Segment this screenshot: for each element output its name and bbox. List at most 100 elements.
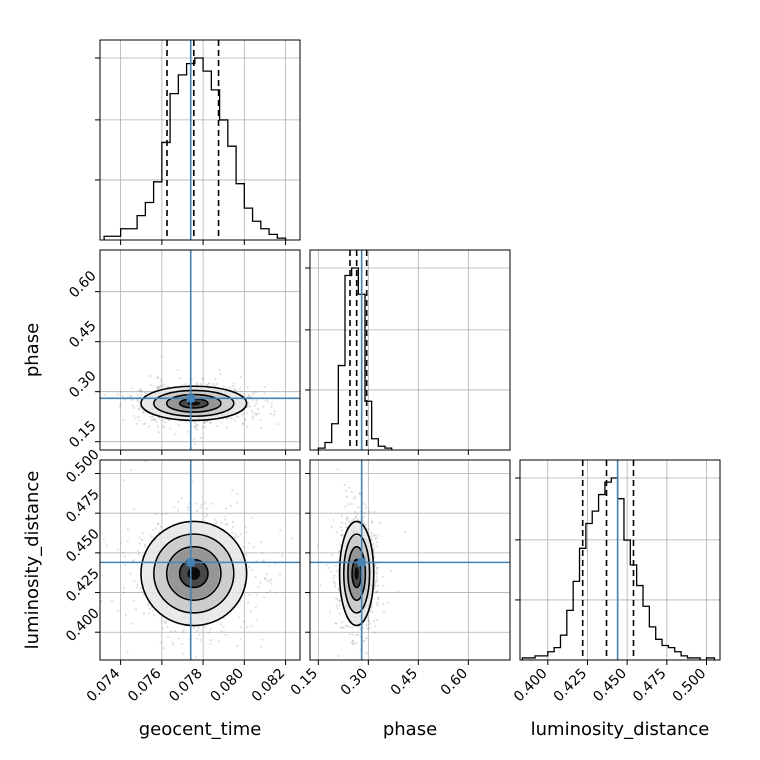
- sample-point: [344, 489, 348, 492]
- sample-point: [244, 525, 247, 528]
- sample-point: [330, 525, 333, 528]
- sample-point: [373, 631, 376, 634]
- sample-point: [268, 579, 271, 582]
- sample-point: [151, 609, 155, 612]
- sample-point: [215, 382, 218, 386]
- sample-point: [153, 418, 156, 422]
- sample-point: [252, 546, 255, 549]
- sample-point: [372, 619, 375, 623]
- sample-point: [132, 599, 135, 602]
- sample-point: [253, 390, 256, 394]
- sample-point: [374, 625, 377, 628]
- x-tick-label-geocent_time: 0.076: [125, 665, 165, 705]
- sample-point: [368, 623, 372, 626]
- sample-point: [164, 621, 167, 625]
- sample-point: [266, 400, 269, 403]
- sample-point: [141, 539, 144, 542]
- sample-point: [110, 599, 114, 602]
- grid-lines: [520, 460, 720, 660]
- y-tick-label-luminosity_distance: 0.500: [63, 447, 103, 487]
- sample-point: [270, 406, 273, 409]
- y-tick-label-phase: 0.60: [66, 268, 99, 301]
- sample-point: [222, 625, 225, 628]
- sample-point: [334, 622, 337, 625]
- sample-point: [147, 612, 151, 615]
- sample-point: [365, 624, 368, 627]
- sample-point: [132, 414, 135, 418]
- sample-point: [207, 382, 210, 385]
- sample-point: [344, 522, 347, 525]
- sample-point: [133, 507, 136, 511]
- sample-point: [158, 385, 162, 388]
- sample-point: [253, 404, 257, 407]
- sample-point: [375, 545, 378, 548]
- sample-point: [95, 565, 97, 567]
- sample-point: [231, 489, 234, 492]
- sample-point: [372, 543, 375, 546]
- sample-point: [122, 479, 126, 482]
- sample-point: [116, 393, 119, 396]
- sample-point: [375, 618, 379, 622]
- sample-point: [350, 490, 353, 494]
- sample-point: [156, 387, 159, 390]
- sample-point: [275, 591, 279, 594]
- sample-point: [144, 545, 147, 548]
- sample-point: [245, 553, 248, 556]
- sample-point: [250, 624, 253, 628]
- contour-1: [347, 546, 367, 601]
- sample-point: [376, 601, 379, 604]
- sample-point: [371, 520, 374, 523]
- sample-point: [231, 520, 234, 524]
- sample-point: [105, 544, 108, 547]
- sample-point: [357, 633, 360, 636]
- sample-point: [144, 460, 147, 463]
- sample-point: [156, 376, 159, 379]
- sample-point: [174, 433, 177, 436]
- sample-point: [166, 625, 169, 628]
- sample-point: [220, 421, 223, 424]
- sample-point: [158, 385, 162, 388]
- sample-point: [231, 417, 234, 420]
- sample-point: [132, 558, 135, 562]
- sample-point: [239, 376, 242, 379]
- sample-point: [201, 426, 204, 429]
- sample-point: [339, 544, 342, 547]
- sample-point: [255, 412, 258, 415]
- sample-point: [233, 387, 236, 391]
- sample-point: [273, 413, 276, 416]
- sample-point: [247, 601, 250, 604]
- sample-point: [339, 626, 342, 629]
- contour-3: [338, 520, 375, 627]
- sample-point: [373, 534, 377, 537]
- sample-point: [156, 376, 159, 379]
- sample-point: [363, 522, 366, 525]
- sample-point: [234, 536, 237, 539]
- sample-point: [256, 407, 260, 411]
- sample-point: [338, 599, 341, 602]
- sample-point: [251, 398, 254, 401]
- sample-point: [155, 420, 158, 423]
- sample-point: [182, 652, 185, 655]
- contour-2: [153, 389, 235, 418]
- sample-point: [177, 500, 180, 503]
- sample-point: [126, 650, 129, 653]
- sample-point: [381, 575, 384, 579]
- sample-point: [151, 528, 155, 532]
- sample-point: [144, 422, 147, 425]
- sample-point: [263, 385, 266, 389]
- sample-point: [256, 618, 259, 621]
- sample-point: [377, 596, 380, 599]
- sample-point: [199, 638, 202, 641]
- sample-point: [198, 633, 201, 637]
- sample-point: [333, 574, 336, 577]
- sample-point: [220, 521, 223, 524]
- sample-point: [95, 605, 97, 607]
- sample-point: [255, 390, 258, 393]
- sample-point: [138, 542, 142, 545]
- sample-point: [343, 483, 346, 486]
- sample-point: [365, 652, 368, 655]
- sample-point: [345, 516, 349, 519]
- sample-point: [347, 503, 350, 506]
- sample-point: [269, 412, 272, 416]
- sample-point: [201, 377, 204, 380]
